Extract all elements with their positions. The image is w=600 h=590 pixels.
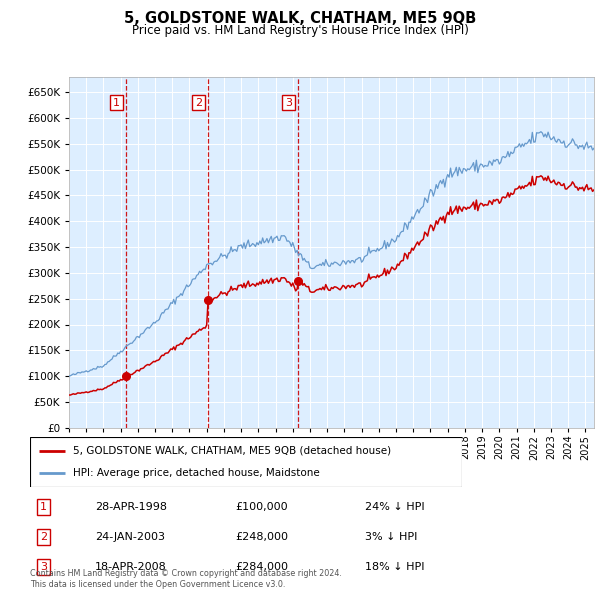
Text: 1: 1	[113, 97, 120, 107]
Text: 5, GOLDSTONE WALK, CHATHAM, ME5 9QB (detached house): 5, GOLDSTONE WALK, CHATHAM, ME5 9QB (det…	[73, 445, 391, 455]
Text: 28-APR-1998: 28-APR-1998	[95, 502, 167, 512]
Text: 3% ↓ HPI: 3% ↓ HPI	[365, 532, 417, 542]
Text: £100,000: £100,000	[235, 502, 288, 512]
Text: £284,000: £284,000	[235, 562, 288, 572]
Text: £248,000: £248,000	[235, 532, 288, 542]
Text: 5, GOLDSTONE WALK, CHATHAM, ME5 9QB: 5, GOLDSTONE WALK, CHATHAM, ME5 9QB	[124, 11, 476, 25]
Text: Contains HM Land Registry data © Crown copyright and database right 2024.
This d: Contains HM Land Registry data © Crown c…	[30, 569, 342, 589]
Text: 24% ↓ HPI: 24% ↓ HPI	[365, 502, 424, 512]
Text: 3: 3	[285, 97, 292, 107]
Text: 18% ↓ HPI: 18% ↓ HPI	[365, 562, 424, 572]
Text: 24-JAN-2003: 24-JAN-2003	[95, 532, 165, 542]
Text: Price paid vs. HM Land Registry's House Price Index (HPI): Price paid vs. HM Land Registry's House …	[131, 24, 469, 37]
Text: 1: 1	[40, 502, 47, 512]
Text: 18-APR-2008: 18-APR-2008	[95, 562, 167, 572]
Text: 2: 2	[40, 532, 47, 542]
Text: 2: 2	[195, 97, 202, 107]
Text: 3: 3	[40, 562, 47, 572]
Text: HPI: Average price, detached house, Maidstone: HPI: Average price, detached house, Maid…	[73, 468, 320, 478]
